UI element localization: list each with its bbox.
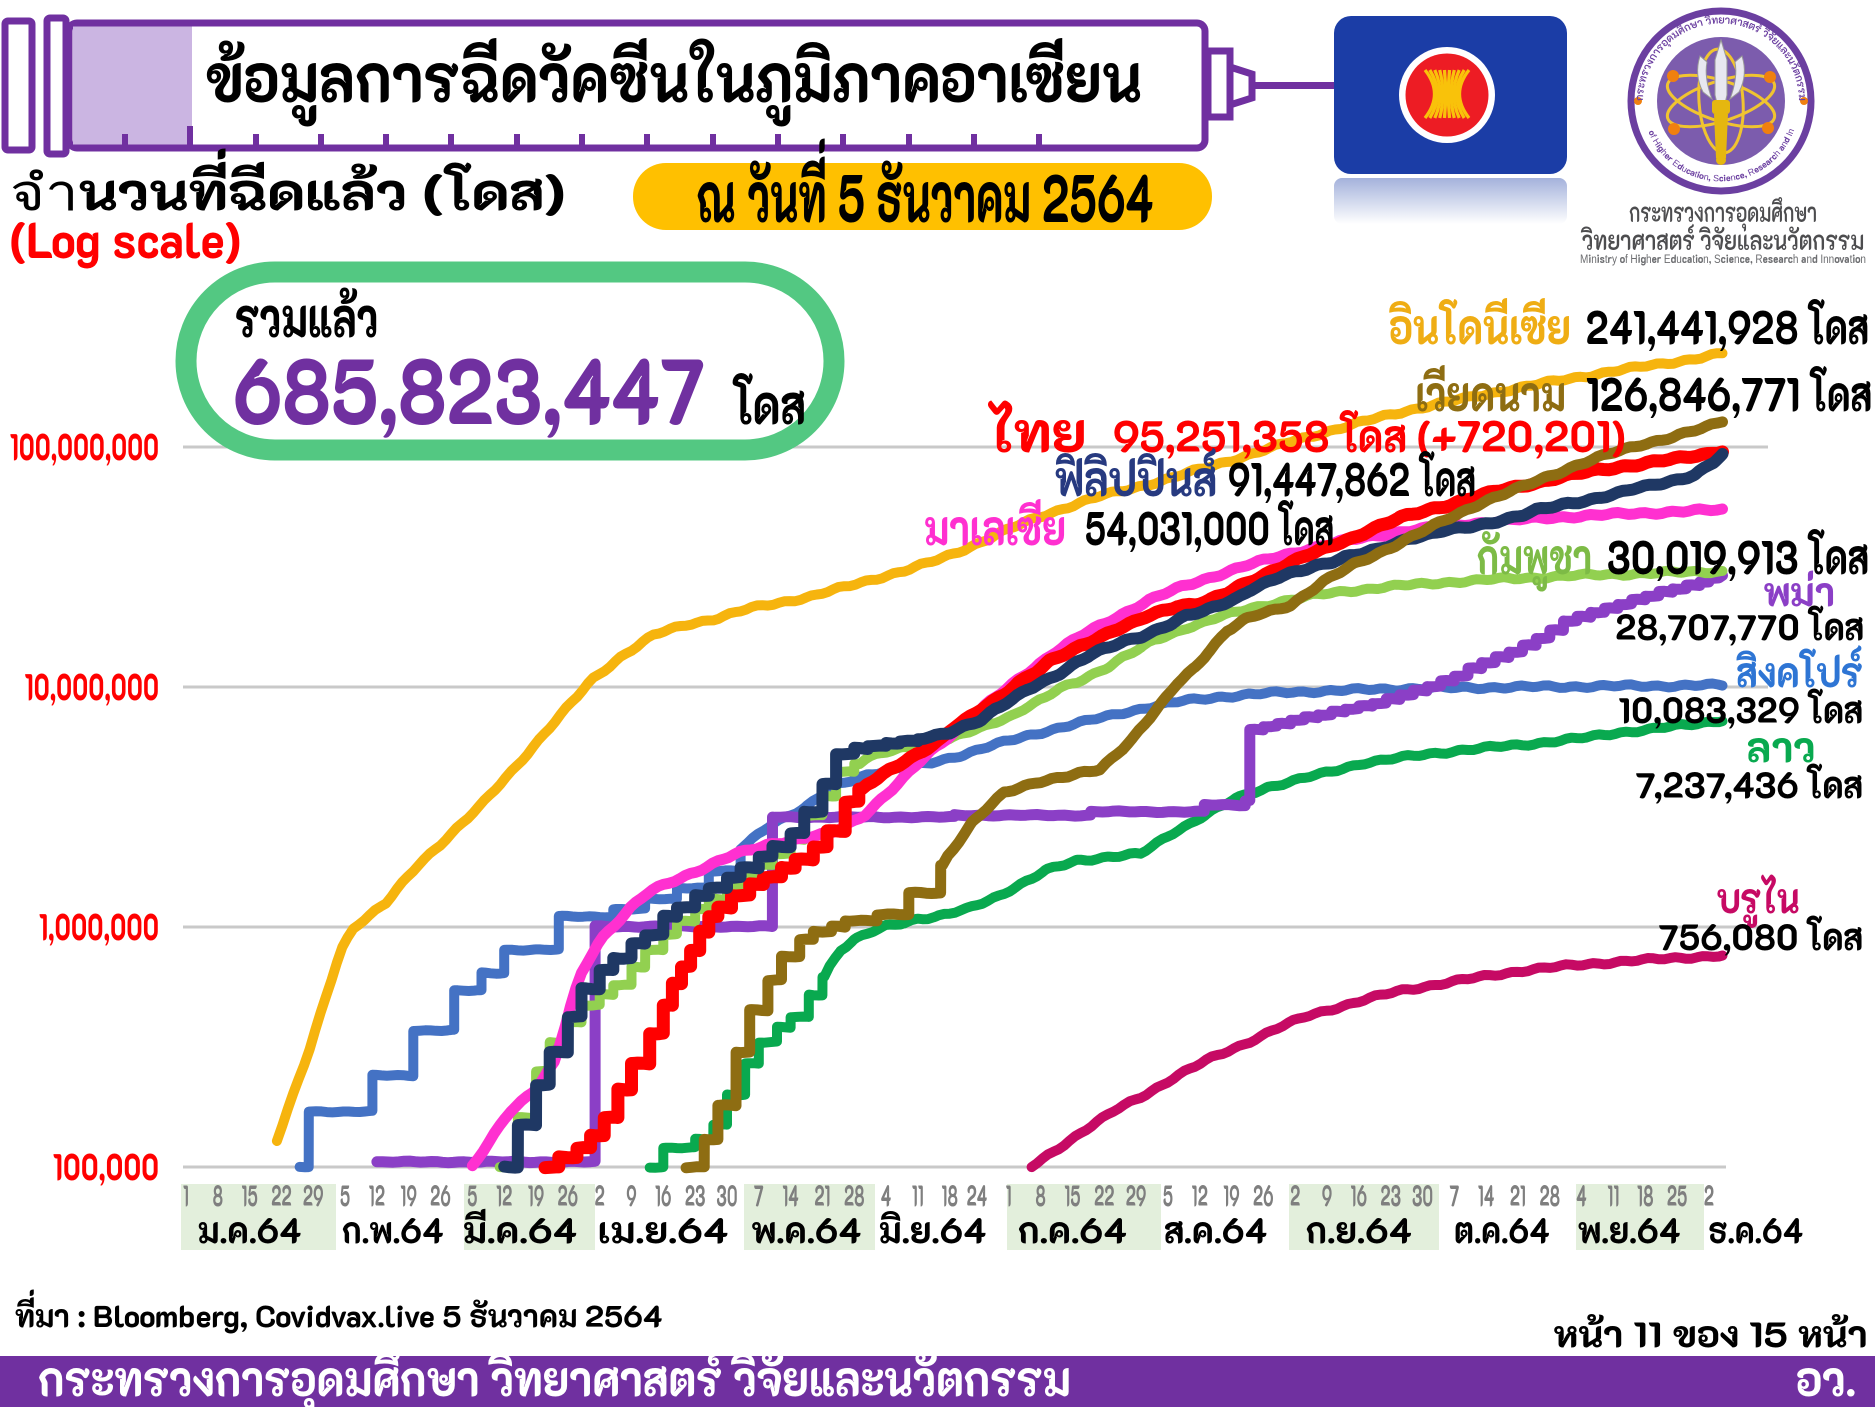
svg-text:เม.ย.64: เม.ย.64 [598,1207,729,1253]
svg-text:54,031,000 โดส: 54,031,000 โดส [1085,497,1334,558]
svg-text:19: 19 [400,1175,417,1213]
svg-text:พ.ค.64: พ.ค.64 [752,1206,862,1252]
svg-text:5: 5 [467,1175,477,1213]
svg-text:241,441,928 โดส: 241,441,928 โดส [1586,295,1869,357]
svg-text:8: 8 [213,1175,223,1213]
svg-text:4: 4 [881,1175,891,1213]
svg-text:28: 28 [1539,1175,1560,1213]
svg-text:15: 15 [1064,1175,1080,1213]
svg-text:บรูไน: บรูไน [1716,873,1799,928]
svg-text:5: 5 [340,1175,350,1213]
svg-text:เวียดนาม: เวียดนาม [1415,362,1566,423]
svg-text:1: 1 [183,1175,189,1213]
svg-text:95,251,358 โดส (+720,201): 95,251,358 โดส (+720,201) [1113,406,1626,464]
svg-text:26: 26 [1253,1175,1274,1213]
svg-text:28,707,770 โดส: 28,707,770 โดส [1615,603,1864,650]
svg-text:พ.ย.64: พ.ย.64 [1578,1206,1681,1252]
svg-text:(Log scale): (Log scale) [10,207,241,272]
svg-text:26: 26 [430,1175,451,1213]
svg-text:28: 28 [844,1175,865,1213]
svg-text:126,846,771 โดส: 126,846,771 โดส [1586,362,1872,423]
svg-text:หน้า 11 ของ 15 หน้า: หน้า 11 ของ 15 หน้า [1554,1312,1868,1357]
svg-text:23: 23 [685,1175,706,1213]
svg-text:1,000,000: 1,000,000 [39,901,159,949]
svg-text:2: 2 [595,1175,605,1213]
svg-text:1: 1 [1006,1175,1012,1213]
svg-text:วิทยาศาสตร์ วิจัยและนวัตกรรม: วิทยาศาสตร์ วิจัยและนวัตกรรม [1581,222,1864,257]
svg-text:30,019,913 โดส: 30,019,913 โดส [1607,525,1869,587]
svg-text:9: 9 [1322,1175,1333,1213]
svg-text:23: 23 [1380,1175,1401,1213]
svg-text:ที่มา : Bloomberg, Covidvax.li: ที่มา : Bloomberg, Covidvax.live 5 ธันวา… [15,1289,663,1335]
svg-text:กระทรวงการอุดมศึกษา: กระทรวงการอุดมศึกษา [1629,195,1817,232]
svg-text:7: 7 [1449,1175,1459,1213]
svg-text:2: 2 [1704,1175,1714,1213]
svg-text:18: 18 [1637,1175,1654,1213]
svg-text:22: 22 [1094,1175,1114,1213]
svg-text:14: 14 [1478,1175,1495,1213]
svg-text:10,000,000: 10,000,000 [25,661,159,710]
svg-text:9: 9 [626,1175,637,1213]
svg-text:ก.ค.64: ก.ค.64 [1018,1207,1127,1252]
svg-text:30: 30 [716,1175,737,1213]
svg-text:12: 12 [369,1175,385,1213]
svg-text:7: 7 [754,1175,764,1213]
svg-text:รวมแล้ว: รวมแล้ว [235,281,378,350]
svg-text:29: 29 [303,1175,324,1213]
svg-text:ก.ย.64: ก.ย.64 [1306,1206,1412,1252]
svg-text:ม.ค.64: ม.ค.64 [198,1206,302,1252]
svg-text:15: 15 [242,1175,258,1213]
svg-text:19: 19 [1223,1175,1240,1213]
svg-text:21: 21 [814,1175,830,1213]
svg-text:12: 12 [1192,1175,1208,1213]
svg-text:8: 8 [1035,1175,1045,1213]
svg-text:ณ วันที่ 5 ธันวาคม 2564: ณ วันที่ 5 ธันวาคม 2564 [696,140,1153,240]
svg-text:มี.ค.64: มี.ค.64 [463,1207,577,1253]
svg-text:16: 16 [1351,1175,1368,1213]
svg-text:จำนวนที่ฉีดแล้ว (โดส): จำนวนที่ฉีดแล้ว (โดส) [10,148,565,223]
svg-text:ส.ค.64: ส.ค.64 [1164,1207,1267,1252]
svg-text:22: 22 [271,1175,291,1213]
svg-text:2: 2 [1290,1175,1300,1213]
svg-text:16: 16 [655,1175,672,1213]
svg-text:อินโดนีเซีย: อินโดนีเซีย [1389,296,1571,357]
svg-text:อว.: อว. [1796,1347,1856,1407]
svg-text:4: 4 [1576,1175,1586,1213]
svg-text:ธ.ค.64: ธ.ค.64 [1709,1207,1804,1252]
svg-text:29: 29 [1126,1175,1147,1213]
svg-text:ลาว: ลาว [1747,721,1815,773]
svg-text:100,000,000: 100,000,000 [10,421,159,470]
svg-text:ก.พ.64: ก.พ.64 [342,1206,444,1252]
svg-text:19: 19 [528,1175,545,1213]
svg-text:โดส: โดส [732,369,806,438]
svg-text:ข้อมูลการฉีดวัคซีนในภูมิภาคอาเ: ข้อมูลการฉีดวัคซีนในภูมิภาคอาเซียน [205,33,1142,127]
svg-text:ฟิลิปปินส์: ฟิลิปปินส์ [1055,448,1217,509]
svg-text:26: 26 [557,1175,578,1213]
svg-text:21: 21 [1510,1175,1526,1213]
svg-text:14: 14 [782,1175,799,1213]
svg-text:พม่า: พม่า [1763,566,1835,617]
svg-text:12: 12 [496,1175,512,1213]
svg-text:5: 5 [1163,1175,1173,1213]
svg-text:30: 30 [1412,1175,1433,1213]
svg-text:25: 25 [1667,1175,1687,1213]
svg-text:11: 11 [912,1175,924,1213]
svg-text:Ministry of Higher Education,: Ministry of Higher Education, Science, R… [1580,251,1866,266]
svg-text:91,447,862 โดส: 91,447,862 โดส [1228,448,1476,509]
svg-text:685,823,447: 685,823,447 [233,328,705,448]
svg-text:กัมพูชา: กัมพูชา [1477,525,1592,592]
svg-text:มิ.ย.64: มิ.ย.64 [879,1206,987,1252]
svg-text:ไทย: ไทย [988,396,1087,466]
svg-text:11: 11 [1607,1175,1619,1213]
svg-text:7,237,436 โดส: 7,237,436 โดส [1635,761,1863,808]
svg-text:ต.ค.64: ต.ค.64 [1454,1207,1550,1252]
svg-text:24: 24 [967,1175,988,1213]
svg-text:กระทรวงการอุดมศึกษา วิทยาศาสตร: กระทรวงการอุดมศึกษา วิทยาศาสตร์ วิจัยและ… [38,1347,1071,1407]
svg-text:สิงคโปร์: สิงคโปร์ [1736,645,1863,697]
svg-text:10,083,329 โดส: 10,083,329 โดส [1619,685,1863,732]
svg-text:756,080 โดส: 756,080 โดส [1658,913,1863,960]
svg-text:18: 18 [941,1175,958,1213]
svg-text:มาเลเซีย: มาเลเซีย [924,496,1066,557]
svg-text:100,000: 100,000 [53,1142,159,1190]
